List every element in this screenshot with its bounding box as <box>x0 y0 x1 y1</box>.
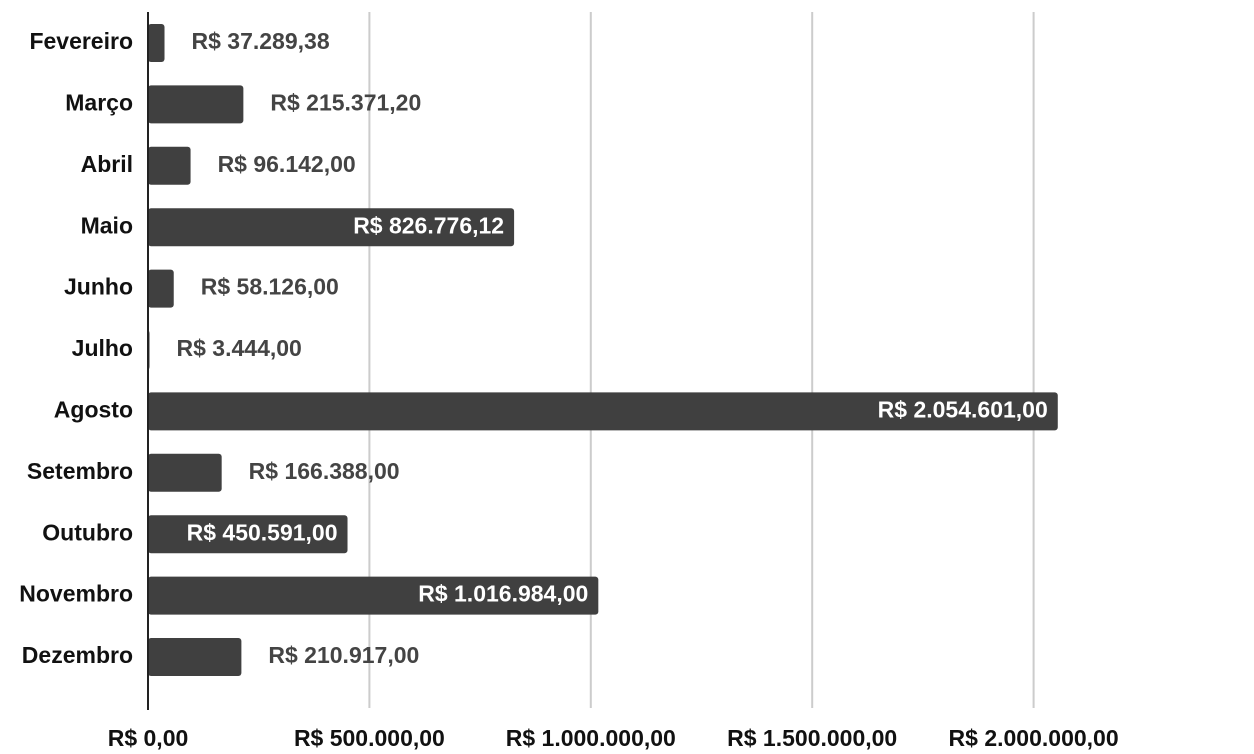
y-tick-label: Setembro <box>27 458 133 484</box>
y-tick-label: Março <box>65 89 133 115</box>
y-tick-label: Dezembro <box>22 642 133 668</box>
data-label: R$ 215.371,20 <box>270 89 421 115</box>
y-tick-label: Abril <box>81 151 133 177</box>
bar <box>148 146 191 185</box>
y-tick-label: Outubro <box>42 519 133 545</box>
data-label: R$ 2.054.601,00 <box>878 396 1048 422</box>
x-tick-label: R$ 1.500.000,00 <box>727 725 897 751</box>
y-tick-label: Junho <box>64 274 133 300</box>
x-tick-label: R$ 1.000.000,00 <box>506 725 676 751</box>
bar <box>148 24 165 62</box>
data-label: R$ 96.142,00 <box>218 151 356 177</box>
data-label: R$ 58.126,00 <box>201 274 339 300</box>
x-tick-label: R$ 500.000,00 <box>294 725 445 751</box>
y-tick-label: Novembro <box>19 581 133 607</box>
data-label: R$ 37.289,38 <box>192 28 330 54</box>
bar <box>148 269 174 308</box>
bar <box>148 85 244 124</box>
data-label: R$ 450.591,00 <box>187 519 338 545</box>
bar <box>148 576 599 615</box>
data-label: R$ 3.444,00 <box>177 335 302 361</box>
y-tick-label: Fevereiro <box>29 28 133 54</box>
data-label: R$ 1.016.984,00 <box>418 581 588 607</box>
y-tick-label: Maio <box>81 212 133 238</box>
bar <box>148 208 515 247</box>
bar <box>148 638 242 676</box>
bar <box>148 515 348 554</box>
x-tick-label: R$ 2.000.000,00 <box>949 725 1119 751</box>
bar <box>148 392 1058 431</box>
y-tick-label: Agosto <box>54 396 133 422</box>
data-label: R$ 826.776,12 <box>353 212 504 238</box>
data-label: R$ 166.388,00 <box>249 458 400 484</box>
bar <box>148 453 222 492</box>
data-label: R$ 210.917,00 <box>268 642 419 668</box>
y-tick-label: Julho <box>72 335 133 361</box>
x-tick-label: R$ 0,00 <box>108 725 189 751</box>
